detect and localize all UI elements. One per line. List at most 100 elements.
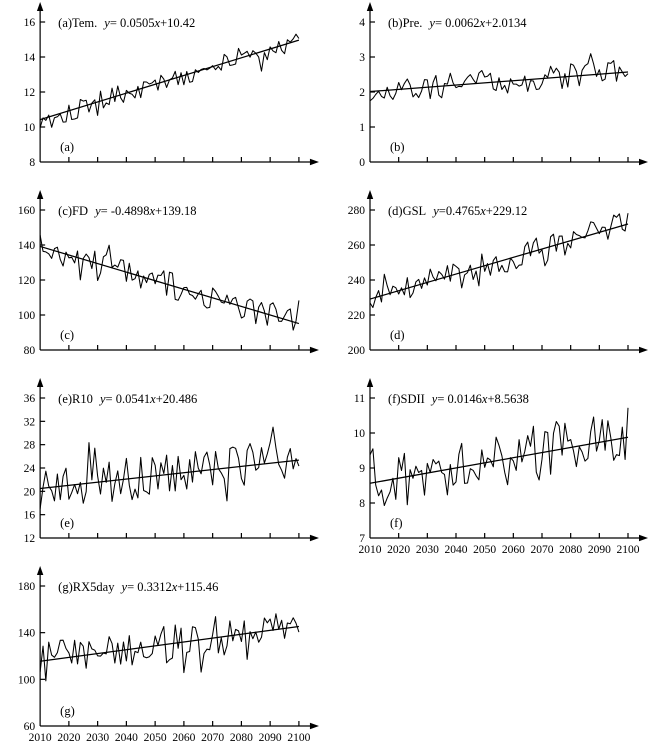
svg-text:3: 3 xyxy=(359,52,365,64)
svg-text:7: 7 xyxy=(359,533,365,545)
panel-d-tag-var: (d)GSL xyxy=(388,204,426,218)
panel-b-corner-label: (b) xyxy=(390,140,405,154)
svg-text:2100: 2100 xyxy=(287,732,310,744)
svg-text:180: 180 xyxy=(18,581,36,593)
svg-text:1: 1 xyxy=(359,122,365,134)
panel-a-corner-label: (a) xyxy=(60,140,74,154)
panel-f-corner-label: (f) xyxy=(390,516,403,530)
svg-text:11: 11 xyxy=(354,393,365,405)
svg-text:2040: 2040 xyxy=(445,544,468,556)
svg-text:120: 120 xyxy=(18,275,36,287)
panel-c-frost-days: 80 100 120 140 160 (c)FD y= -0.4898x+139.18 (… xyxy=(0,188,330,376)
svg-text:10: 10 xyxy=(24,122,36,134)
panel-f-plot: 7 8 9 10 11 2010 2020 2030 2040 2050 2060 2070 2080 2… xyxy=(354,378,648,556)
svg-text:160: 160 xyxy=(18,205,36,217)
eq-mid: = 0.0505 xyxy=(110,16,155,30)
svg-text:2050: 2050 xyxy=(144,732,167,744)
eq-x: x xyxy=(479,16,486,30)
svg-text:260: 260 xyxy=(348,240,366,252)
panel-d-title: (d)GSL y=0.4765x+229.12 xyxy=(388,204,527,218)
svg-text:100: 100 xyxy=(18,310,36,322)
panel-g-plot: 60 100 140 180 2010 2020 2030 2040 2050 2060 2070 2… xyxy=(18,566,319,744)
panel-c-plot: 80 100 120 140 160 (c)FD y= -0.4898x+139.18 (… xyxy=(18,190,319,357)
panel-e-plot: 12 16 20 24 28 32 36 (e)R10 y= 0.0541x+20.486 (… xyxy=(24,378,319,545)
eq-y: y xyxy=(430,392,438,406)
panel-g-rx5day: 60 100 140 180 2010 2020 2030 2040 2050 2060 2070 2… xyxy=(0,564,330,752)
panel-e-title: (e)R10 y= 0.0541x+20.486 xyxy=(58,392,197,406)
svg-text:8: 8 xyxy=(29,157,35,169)
empty-cell xyxy=(330,564,659,752)
svg-text:2040: 2040 xyxy=(115,732,138,744)
svg-text:2070: 2070 xyxy=(531,544,554,556)
svg-text:140: 140 xyxy=(18,240,36,252)
svg-text:2060: 2060 xyxy=(502,544,525,556)
svg-text:2: 2 xyxy=(359,87,365,99)
eq-y: y xyxy=(102,16,110,30)
panel-c-tag-var: (c)FD xyxy=(58,204,88,218)
panel-a-title: (a)Tem. y= 0.0505x+10.42 xyxy=(58,16,195,30)
svg-text:4: 4 xyxy=(359,17,365,29)
eq-mid: = 0.0062 xyxy=(435,16,480,30)
panel-g-tag-var: (g)RX5day xyxy=(58,580,115,594)
svg-text:2090: 2090 xyxy=(588,544,611,556)
eq-y: y xyxy=(427,16,435,30)
panel-b-plot: 0 1 2 3 4 (b)Pre. y= 0.0062x+2.0134 (b) xyxy=(359,2,648,169)
eq-y: y xyxy=(98,392,106,406)
panel-b-tag-var: (b)Pre. xyxy=(388,16,422,30)
panel-d-growing-season-length: 200 220 240 260 280 (d)GSL y=0.4765x+229.12 (… xyxy=(330,188,659,376)
svg-text:2020: 2020 xyxy=(387,544,410,556)
eq-tail: +229.12 xyxy=(486,204,527,218)
svg-text:16: 16 xyxy=(24,510,36,522)
svg-text:0: 0 xyxy=(359,157,365,169)
svg-text:2070: 2070 xyxy=(201,732,224,744)
eq-x: x xyxy=(479,204,486,218)
svg-text:14: 14 xyxy=(24,52,36,64)
eq-tail: +10.42 xyxy=(160,16,195,30)
svg-text:2050: 2050 xyxy=(473,544,496,556)
panel-a-plot: 8 10 12 14 16 (a)Tem. y= 0.0505x+10.42 (a) xyxy=(24,2,319,169)
eq-tail: +2.0134 xyxy=(485,16,527,30)
svg-text:32: 32 xyxy=(24,416,36,428)
eq-x: x xyxy=(171,580,178,594)
svg-text:2030: 2030 xyxy=(86,732,109,744)
eq-x: x xyxy=(149,392,156,406)
svg-text:2080: 2080 xyxy=(230,732,253,744)
svg-text:12: 12 xyxy=(24,87,36,99)
svg-text:8: 8 xyxy=(359,498,365,510)
svg-text:240: 240 xyxy=(348,275,366,287)
svg-text:20: 20 xyxy=(24,486,36,498)
eq-y: y xyxy=(431,204,439,218)
svg-text:100: 100 xyxy=(18,674,36,686)
svg-text:200: 200 xyxy=(348,345,366,357)
panel-d-plot: 200 220 240 260 280 (d)GSL y=0.4765x+229.12 (… xyxy=(348,190,648,357)
svg-text:2010: 2010 xyxy=(29,732,52,744)
eq-tail: +8.5638 xyxy=(487,392,528,406)
svg-text:10: 10 xyxy=(354,428,366,440)
svg-text:2090: 2090 xyxy=(259,732,282,744)
eq-mid: = 0.0146 xyxy=(437,392,482,406)
eq-tail: +115.46 xyxy=(177,580,218,594)
panel-g-title: (g)RX5day y= 0.3312x+115.46 xyxy=(58,580,218,594)
panel-a-tag-var: (a)Tem. xyxy=(58,16,97,30)
panel-b-title: (b)Pre. y= 0.0062x+2.0134 xyxy=(388,16,527,30)
svg-text:24: 24 xyxy=(24,463,36,475)
svg-text:28: 28 xyxy=(24,440,36,452)
svg-text:9: 9 xyxy=(359,463,365,475)
svg-text:2060: 2060 xyxy=(172,732,195,744)
eq-tail: +139.18 xyxy=(155,204,197,218)
panel-f-sdii: 7 8 9 10 11 2010 2020 2030 2040 2050 2060 2070 2080 2… xyxy=(330,376,659,564)
svg-text:2020: 2020 xyxy=(57,732,80,744)
eq-mid: = 0.3312 xyxy=(127,580,172,594)
panel-c-title: (c)FD y= -0.4898x+139.18 xyxy=(58,204,196,218)
panel-e-tag-var: (e)R10 xyxy=(58,392,93,406)
eq-tail: +20.486 xyxy=(156,392,198,406)
eq-y: y xyxy=(120,580,128,594)
svg-text:2100: 2100 xyxy=(617,544,640,556)
eq-mid: = -0.4898 xyxy=(101,204,150,218)
eq-x: x xyxy=(481,392,488,406)
panel-g-corner-label: (g) xyxy=(60,704,75,718)
svg-text:36: 36 xyxy=(24,393,36,405)
panel-f-title: (f)SDII y= 0.0146x+8.5638 xyxy=(388,392,529,406)
eq-x: x xyxy=(148,204,155,218)
